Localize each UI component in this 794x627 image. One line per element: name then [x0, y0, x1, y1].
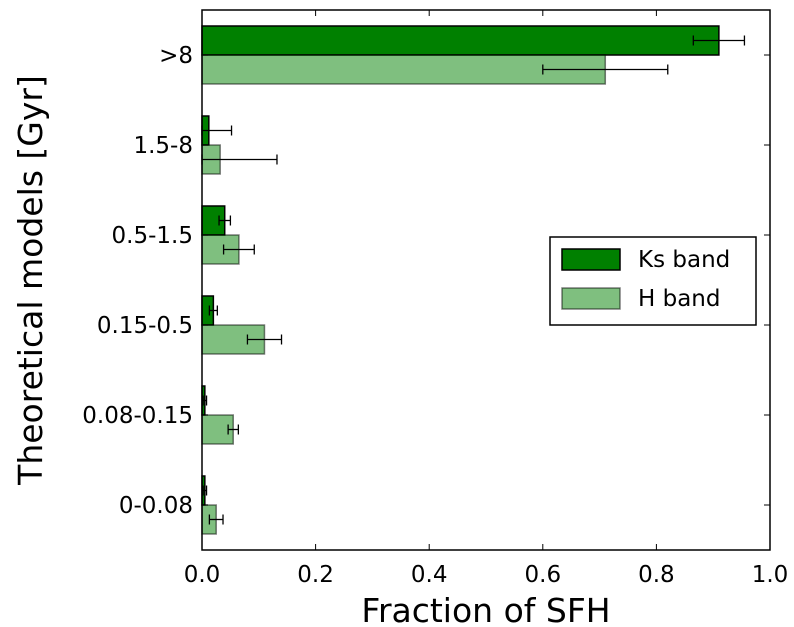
y-tick-label: >8	[159, 43, 193, 69]
legend-label-h-band: H band	[638, 286, 720, 312]
bar	[201, 54, 607, 85]
x-tick-label: 0.8	[638, 562, 675, 588]
x-tick-label: 0.0	[184, 562, 221, 588]
y-tick-label: 0-0.08	[119, 493, 193, 519]
legend-swatch-h-band	[561, 287, 621, 310]
y-tick-label: 1.5-8	[133, 133, 193, 159]
y-tick-label: 0.08-0.15	[82, 403, 193, 429]
x-axis-label: Fraction of SFH	[361, 591, 610, 627]
bar	[201, 25, 720, 56]
x-tick-label: 0.2	[297, 562, 334, 588]
bars-layer	[201, 25, 720, 535]
x-tick-label: 0.4	[411, 562, 448, 588]
y-axis-label: Theoretical models [Gyr]	[11, 75, 50, 486]
legend-label-ks-band: Ks band	[638, 247, 730, 273]
y-tick-label: 0.15-0.5	[97, 313, 193, 339]
x-tick-label: 1.0	[752, 562, 789, 588]
y-tick-label: 0.5-1.5	[112, 223, 193, 249]
ticks-layer: >8 1.5-8 0.5-1.5 0.15-0.5 0.08-0.15 0-0.08 0.0…	[82, 10, 788, 588]
plot-frame	[201, 9, 771, 551]
legend-swatch-ks-band	[561, 248, 621, 271]
x-tick-label: 0.6	[525, 562, 562, 588]
legend: Ks band H band	[549, 236, 757, 326]
